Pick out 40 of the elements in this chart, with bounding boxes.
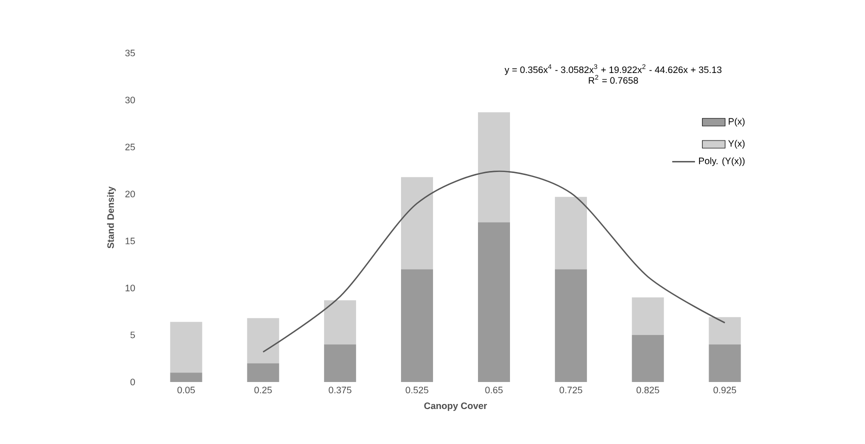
x-tick-label: 0.725 bbox=[560, 386, 582, 394]
bar bbox=[554, 269, 587, 382]
y-tick-label: 30 bbox=[125, 96, 135, 104]
bar bbox=[170, 322, 202, 373]
annotation: R$^{2}$ = 0.7658 bbox=[588, 74, 638, 84]
y-axis-title: Stand Density bbox=[107, 186, 116, 248]
y-tick-label: 20 bbox=[125, 190, 135, 198]
x-tick-label: 0.825 bbox=[636, 386, 660, 394]
x-tick-label: 0.05 bbox=[177, 386, 195, 394]
x-tick-label: 0.375 bbox=[328, 386, 352, 394]
bar bbox=[708, 317, 741, 344]
bar bbox=[247, 318, 280, 364]
y-tick-label: 25 bbox=[125, 144, 135, 150]
y-tick-label: 5 bbox=[130, 332, 135, 338]
y-tick-label: 15 bbox=[126, 238, 135, 244]
bar bbox=[632, 335, 664, 382]
bar bbox=[478, 112, 510, 222]
bar bbox=[632, 297, 664, 336]
bar bbox=[478, 222, 510, 382]
x-tick-label: 0.65 bbox=[485, 386, 503, 394]
legend-label: Poly. (Y(x)) bbox=[699, 157, 745, 166]
bar bbox=[324, 344, 356, 382]
y-tick-label: 0 bbox=[130, 378, 135, 386]
x-tick-label: 0.925 bbox=[714, 386, 736, 394]
y-tick-label: 35 bbox=[125, 50, 135, 56]
line-series bbox=[262, 170, 726, 353]
bar bbox=[247, 363, 280, 382]
bar bbox=[401, 269, 434, 382]
bar bbox=[401, 177, 434, 270]
bar bbox=[708, 344, 741, 382]
x-axis-title: Canopy Cover bbox=[424, 402, 487, 411]
annotation: y = 0.356x$^{4}$ - 3.0582x$^{3}$ + 19.922x$^{2}$ - 44.626x + 35.13 bbox=[504, 64, 722, 75]
x-tick-label: 0.25 bbox=[254, 386, 272, 394]
y-tick-label: 10 bbox=[126, 284, 135, 292]
x-tick-label: 0.525 bbox=[406, 386, 428, 394]
bar bbox=[324, 300, 356, 344]
bar bbox=[554, 196, 587, 270]
bar bbox=[170, 372, 202, 382]
legend-label: P(x) bbox=[728, 118, 745, 127]
legend-label: Y(x) bbox=[728, 140, 745, 149]
